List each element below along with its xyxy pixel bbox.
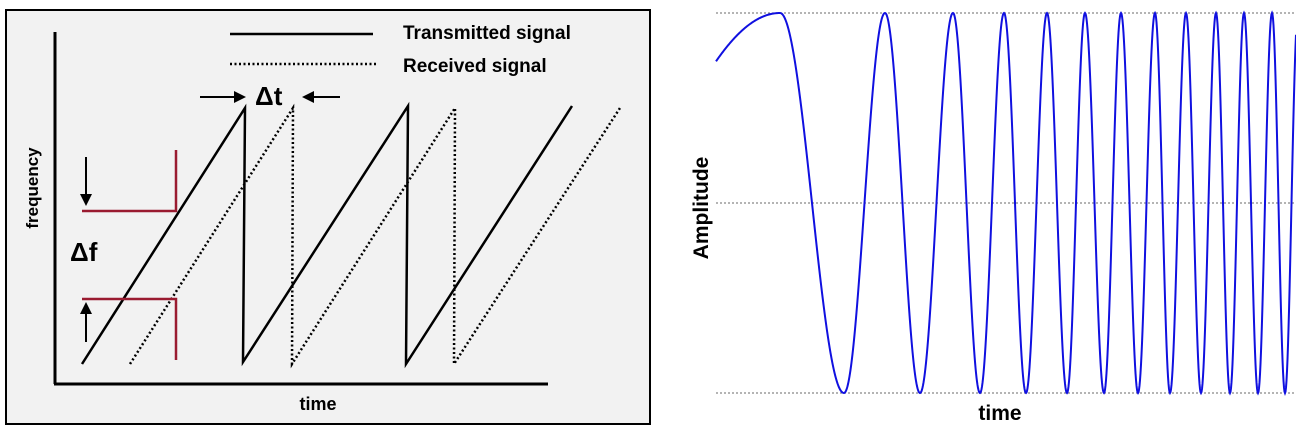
legend-received-label: Received signal [403,56,547,77]
frequency-time-panel: Transmitted signal Received signal Δt Δf… [5,9,651,425]
time-axis-label-left: time [299,394,336,414]
panel-frame [5,9,651,425]
delta-t-arrow-right-head [302,91,314,103]
amplitude-time-panel: Amplitude time [690,10,1296,425]
frequency-axis-label: frequency [23,147,42,229]
legend-transmitted-label: Transmitted signal [403,23,571,44]
chirp-waveform [715,10,1296,396]
amplitude-axis-label: Amplitude [690,157,713,260]
delta-f-arrow-down-head [80,194,92,206]
transmitted-signal [80,101,574,369]
delta-t-label: Δt [255,81,283,111]
time-axis-label-right: time [978,402,1021,425]
delta-t-arrow-left-head [234,91,246,103]
received-signal [128,103,622,369]
delta-f-marker-upper [82,150,178,213]
delta-f-arrow-up-head [80,302,92,314]
delta-f-label: Δf [70,237,98,267]
delta-f-marker-lower [82,297,178,360]
